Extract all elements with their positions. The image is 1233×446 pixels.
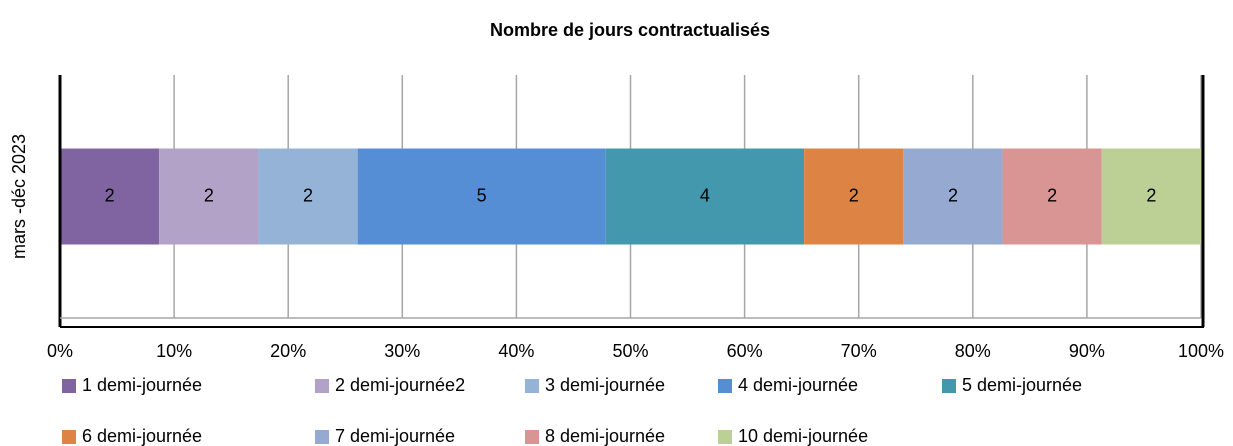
bar-segment bbox=[804, 148, 904, 245]
x-tick-label: 10% bbox=[156, 341, 192, 361]
legend-label: 5 demi-journée bbox=[962, 375, 1082, 395]
data-label: 4 bbox=[700, 185, 710, 205]
x-tick-label: 30% bbox=[384, 341, 420, 361]
legend-label: 1 demi-journée bbox=[82, 375, 202, 395]
bar-segment bbox=[903, 148, 1003, 245]
y-tick-label: mars -déc 2023 bbox=[9, 134, 29, 259]
x-tick-label: 90% bbox=[1069, 341, 1105, 361]
legend-swatch bbox=[62, 430, 76, 444]
data-label: 2 bbox=[1047, 185, 1057, 205]
x-tick-label: 80% bbox=[955, 341, 991, 361]
bar-segment bbox=[357, 148, 606, 245]
legend-swatch bbox=[942, 379, 956, 393]
legend-swatch bbox=[718, 430, 732, 444]
data-label: 2 bbox=[303, 185, 313, 205]
bar-segment bbox=[60, 148, 160, 245]
bar-segment bbox=[1101, 148, 1201, 245]
legend-swatch bbox=[525, 379, 539, 393]
bar-segment bbox=[1002, 148, 1102, 245]
x-tick-label: 100% bbox=[1178, 341, 1224, 361]
legend-label: 3 demi-journée bbox=[545, 375, 665, 395]
x-tick-label: 20% bbox=[270, 341, 306, 361]
bar-segment bbox=[159, 148, 259, 245]
x-tick-label: 50% bbox=[612, 341, 648, 361]
bar-segment bbox=[605, 148, 805, 245]
x-tick-label: 40% bbox=[498, 341, 534, 361]
legend-label: 10 demi-journée bbox=[738, 426, 868, 446]
chart-title: Nombre de jours contractualisés bbox=[490, 20, 770, 40]
data-label: 5 bbox=[477, 185, 487, 205]
legend-swatch bbox=[315, 379, 329, 393]
legend-swatch bbox=[525, 430, 539, 444]
legend-swatch bbox=[62, 379, 76, 393]
data-label: 2 bbox=[1146, 185, 1156, 205]
bar-segment bbox=[258, 148, 358, 245]
legend-label: 4 demi-journée bbox=[738, 375, 858, 395]
legend-label: 2 demi-journée2 bbox=[335, 375, 465, 395]
legend-label: 8 demi-journée bbox=[545, 426, 665, 446]
legend-label: 7 demi-journée bbox=[335, 426, 455, 446]
x-tick-label: 60% bbox=[727, 341, 763, 361]
data-label: 2 bbox=[948, 185, 958, 205]
data-label: 2 bbox=[204, 185, 214, 205]
legend-label: 6 demi-journée bbox=[82, 426, 202, 446]
data-label: 2 bbox=[849, 185, 859, 205]
legend-swatch bbox=[315, 430, 329, 444]
x-tick-label: 70% bbox=[841, 341, 877, 361]
data-label: 2 bbox=[105, 185, 115, 205]
legend-swatch bbox=[718, 379, 732, 393]
x-tick-label: 0% bbox=[47, 341, 73, 361]
